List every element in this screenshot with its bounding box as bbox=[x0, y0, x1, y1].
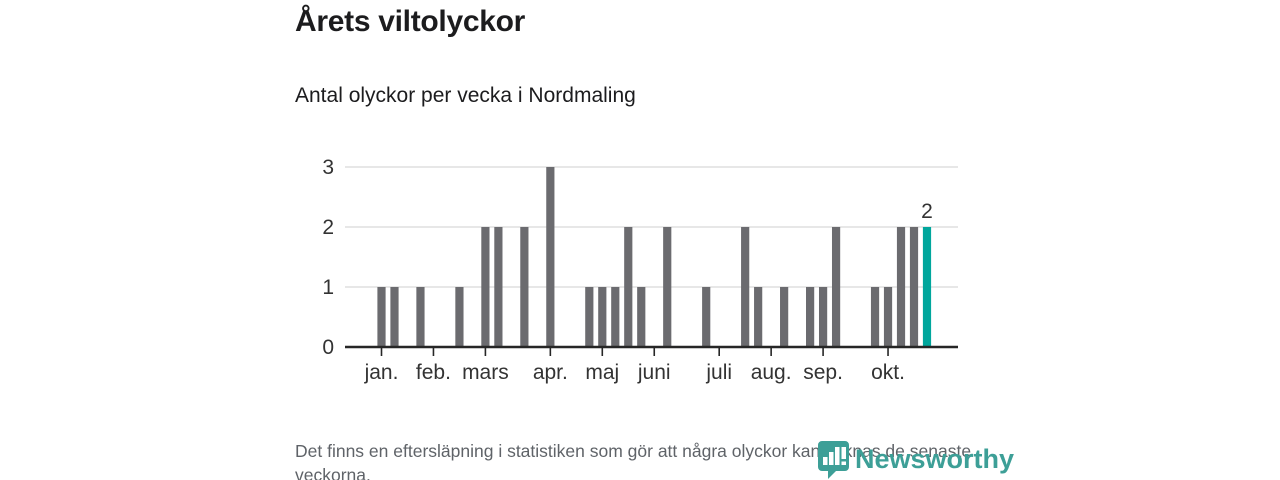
bar-week-20 bbox=[624, 227, 633, 347]
bar-chart-pin-icon bbox=[818, 441, 849, 479]
bar-week-23 bbox=[663, 227, 672, 347]
x-tick-label-mars: mars bbox=[462, 361, 509, 384]
x-tick-label-okt.: okt. bbox=[871, 361, 905, 384]
bar-week-21 bbox=[637, 287, 646, 347]
bar-week-34 bbox=[806, 287, 815, 347]
logo-wordmark: Newsworthy bbox=[855, 444, 1015, 474]
bar-week-14 bbox=[546, 167, 555, 347]
bar-week-30 bbox=[754, 287, 763, 347]
bar-week-4 bbox=[416, 287, 425, 347]
x-tick-label-juni: juni bbox=[637, 361, 671, 384]
bar-week-39 bbox=[870, 287, 880, 347]
bar-week-35 bbox=[818, 287, 828, 347]
bar-week-12 bbox=[520, 227, 529, 347]
value-label: 2 bbox=[921, 200, 933, 223]
bar-week-9 bbox=[481, 227, 490, 347]
bar-week-2 bbox=[390, 287, 399, 347]
bar-week-36 bbox=[831, 227, 841, 347]
bar-week-43-highlighted bbox=[922, 227, 932, 347]
bar-week-18 bbox=[598, 287, 607, 347]
y-tick-label-3: 3 bbox=[322, 156, 334, 179]
page-title: Årets viltolyckor bbox=[295, 5, 525, 38]
x-tick-label-maj: maj bbox=[585, 361, 619, 384]
x-tick-label-sep.: sep. bbox=[803, 361, 843, 384]
bar-week-32 bbox=[780, 287, 789, 347]
bar-week-10 bbox=[494, 227, 503, 347]
bar-week-19 bbox=[611, 287, 620, 347]
x-tick-label-juli: juli bbox=[705, 361, 732, 384]
bar-week-26 bbox=[702, 287, 711, 347]
bar-week-40 bbox=[883, 287, 893, 347]
newsworthy-logo: Newsworthy bbox=[817, 440, 1014, 479]
bar-week-41 bbox=[896, 227, 906, 347]
y-tick-label-2: 2 bbox=[322, 216, 334, 239]
x-tick-label-jan.: jan. bbox=[364, 361, 399, 384]
x-tick-label-apr.: apr. bbox=[533, 361, 568, 384]
footnote: Det finns en eftersläpning i statistiken… bbox=[295, 441, 972, 480]
bar-week-1 bbox=[377, 287, 386, 347]
x-tick-label-feb.: feb. bbox=[416, 361, 451, 384]
bar-week-7 bbox=[455, 287, 464, 347]
bar-week-42 bbox=[909, 227, 919, 347]
y-tick-label-1: 1 bbox=[322, 276, 334, 299]
bar-week-29 bbox=[741, 227, 750, 347]
bar-week-17 bbox=[585, 287, 594, 347]
x-tick-label-aug.: aug. bbox=[751, 361, 792, 384]
chart-subtitle: Antal olyckor per vecka i Nordmaling bbox=[295, 84, 636, 107]
y-tick-label-0: 0 bbox=[322, 336, 334, 359]
